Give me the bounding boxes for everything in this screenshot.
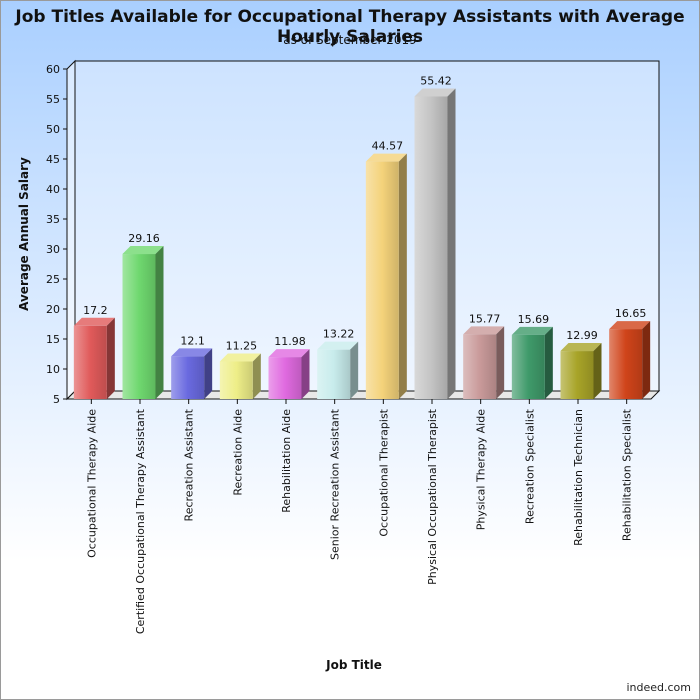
y-tick-label: 20 (46, 303, 60, 316)
bar-front-face (268, 357, 302, 399)
bar-top-face (609, 321, 651, 330)
y-tick-label: 15 (46, 333, 60, 346)
bar-front-face (463, 334, 497, 399)
x-tick-label: Physical Occupational Therapist (426, 408, 439, 585)
bar-3 (219, 353, 261, 399)
data-label: 11.25 (226, 340, 258, 353)
bar-top-face (560, 343, 602, 352)
bar-side-face (447, 88, 456, 399)
y-tick-label: 10 (46, 363, 60, 376)
bar-front-face (122, 254, 156, 399)
data-label: 12.1 (180, 334, 205, 347)
bar-side-face (204, 348, 213, 399)
data-label: 16.65 (615, 307, 647, 320)
y-tick-label: 50 (46, 123, 60, 136)
bar-side-face (642, 321, 651, 399)
data-label: 15.69 (518, 313, 550, 326)
bar-front-face (317, 349, 351, 399)
y-axis-ticks: 5 10 15 20 25 30 35 40 45 50 55 60 (46, 63, 67, 406)
y-tick-label: 30 (46, 243, 60, 256)
bar-side-face (593, 343, 602, 399)
y-tick-label: 25 (46, 273, 60, 286)
bar-4 (268, 349, 310, 399)
bar-front-face (365, 161, 399, 399)
x-tick-label: Occupational Therapy Aide (85, 409, 98, 558)
bar-side-face (350, 341, 359, 399)
bar-6 (365, 153, 407, 399)
bar-top-face (511, 326, 553, 335)
bar-7 (414, 88, 456, 399)
y-tick-label: 55 (46, 93, 60, 106)
bar-top-face (268, 349, 310, 358)
bar-5 (317, 341, 359, 399)
chart-title: Job Titles Available for Occupational Th… (15, 7, 685, 47)
y-tick-label: 60 (46, 63, 60, 76)
bar-front-face (511, 334, 545, 399)
x-tick-label: Rehabilitation Technician (572, 409, 585, 546)
x-axis-title: Job Title (325, 658, 382, 672)
bar-front-face (171, 356, 205, 399)
bar-side-face (544, 326, 553, 399)
x-tick-label: Rehabilitation Specialist (621, 408, 634, 541)
bar-side-face (106, 317, 115, 399)
x-tick-label: Physical Therapy Aide (475, 409, 488, 531)
bar-side-face (398, 153, 407, 399)
bar-top-face (317, 341, 359, 350)
x-tick-label: Recreation Specialist (523, 408, 536, 524)
y-tick-label: 35 (46, 213, 60, 226)
data-label: 15.77 (469, 312, 501, 325)
x-tick-label: Senior Recreation Assistant (329, 408, 342, 560)
x-axis-ticks: Occupational Therapy Aide Certified Occup… (85, 399, 634, 634)
bar-top-face (365, 153, 407, 162)
bar-front-face (414, 96, 448, 399)
bar-side-face (252, 353, 261, 399)
bars (73, 88, 651, 399)
bar-0 (73, 317, 115, 399)
bar-top-face (122, 246, 164, 255)
data-label: 13.22 (323, 328, 355, 341)
bar-9 (511, 326, 553, 399)
plot-side-wall (66, 59, 76, 401)
bar-8 (463, 326, 505, 399)
bar-front-face (609, 329, 643, 399)
x-tick-label: Recreation Aide (231, 409, 244, 496)
bar-side-face (301, 349, 310, 399)
data-labels: 17.2 29.16 12.1 11.25 11.98 13.22 44.57 55.42 15… (83, 74, 646, 352)
bar-11 (609, 321, 651, 399)
bar-side-face (155, 246, 164, 399)
y-tick-label: 5 (53, 393, 60, 406)
bar-side-face (496, 326, 505, 399)
data-label: 12.99 (566, 329, 598, 342)
x-tick-label: Certified Occupational Therapy Assistant (134, 408, 147, 634)
x-tick-label: Rehabilitation Aide (280, 409, 293, 513)
x-tick-label: Occupational Therapist (377, 408, 390, 536)
y-tick-label: 40 (46, 183, 60, 196)
data-label: 17.2 (83, 304, 108, 317)
data-label: 11.98 (274, 335, 306, 348)
bar-1 (122, 246, 164, 399)
bar-front-face (560, 351, 594, 399)
bar-10 (560, 343, 602, 399)
bar-top-face (171, 348, 213, 357)
x-tick-label: Recreation Assistant (183, 408, 196, 521)
bar-2 (171, 348, 213, 399)
bar-top-face (414, 88, 456, 97)
data-label: 55.42 (420, 74, 452, 87)
bar-front-face (219, 361, 253, 399)
bar-top-face (219, 353, 261, 362)
y-tick-label: 45 (46, 153, 60, 166)
bar-top-face (463, 326, 505, 335)
data-label: 44.57 (372, 140, 404, 153)
data-label: 29.16 (128, 232, 160, 245)
bar-front-face (73, 325, 107, 399)
y-axis-title: Average Annual Salary (17, 157, 31, 311)
source-label: indeed.com (626, 681, 691, 694)
bar-top-face (73, 317, 115, 326)
chart-subtitle: as of September 2019 (283, 33, 417, 47)
